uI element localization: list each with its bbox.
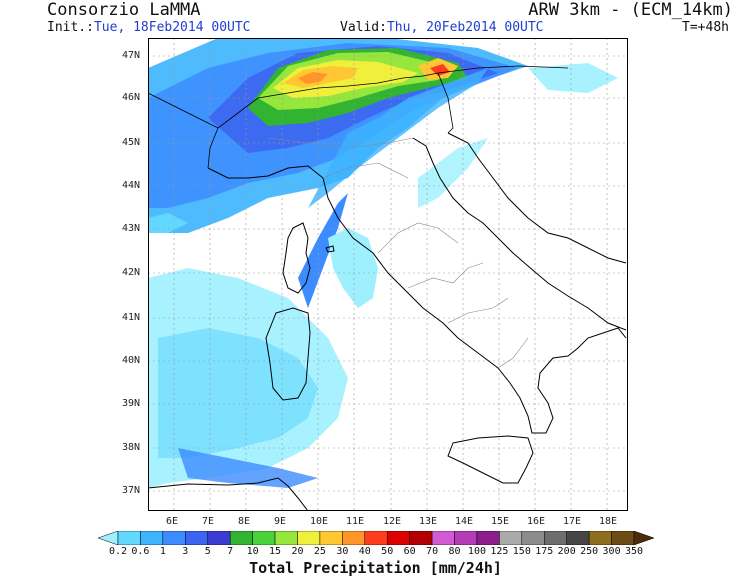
colorbar-swatch <box>319 531 343 545</box>
precipitation-field <box>148 38 618 488</box>
lat-tick-label: 47N <box>122 50 141 61</box>
lat-lon-grid <box>148 38 628 511</box>
lon-tick-label: 15E <box>491 516 510 527</box>
valid-label: Valid: <box>340 20 387 35</box>
lon-tick-label: 10E <box>310 516 329 527</box>
colorbar-level-label: 0.2 <box>108 546 128 557</box>
init-line: Init.:Tue, 18Feb2014 00UTC <box>47 21 251 34</box>
colorbar-level-label: 30 <box>336 546 349 557</box>
lon-tick-label: 17E <box>563 516 582 527</box>
colorbar-swatch <box>409 531 433 545</box>
colorbar-swatch <box>117 531 141 545</box>
lon-tick-label: 9E <box>274 516 287 527</box>
colorbar-level-label: 25 <box>313 546 326 557</box>
lon-tick-label: 12E <box>383 516 402 527</box>
coastlines <box>148 132 627 511</box>
colorbar-swatch <box>162 531 186 545</box>
colorbar-level-label: 80 <box>448 546 461 557</box>
colorbar-level-label: 175 <box>535 546 554 557</box>
model-title: ARW 3km - (ECM_14km) <box>528 0 733 20</box>
colorbar-swatch <box>431 531 455 545</box>
forecast-step: T=+48h <box>682 20 729 35</box>
lon-tick-label: 6E <box>166 516 179 527</box>
colorbar-level-label: 100 <box>467 546 486 557</box>
colorbar-level-label: 3 <box>182 546 189 557</box>
colorbar-swatch <box>274 531 298 545</box>
lon-tick-label: 7E <box>202 516 215 527</box>
colorbar-swatch <box>611 531 635 545</box>
map-frame <box>148 38 628 511</box>
source-title: Consorzio LaMMA <box>47 0 201 20</box>
colorbar <box>98 531 654 545</box>
colorbar-swatch <box>229 531 253 545</box>
colorbar-level-label: 1 <box>159 546 166 557</box>
colorbar-level-label: 350 <box>624 546 644 557</box>
colorbar-level-label: 60 <box>403 546 416 557</box>
colorbar-swatch <box>386 531 410 545</box>
lon-tick-label: 13E <box>419 516 438 527</box>
colorbar-level-label: 300 <box>602 546 621 557</box>
colorbar-level-label: 125 <box>490 546 509 557</box>
init-value: Tue, 18Feb2014 00UTC <box>93 20 251 35</box>
colorbar-level-label: 5 <box>204 546 211 557</box>
lon-tick-label: 18E <box>599 516 618 527</box>
colorbar-level-label: 15 <box>269 546 282 557</box>
colorbar-level-label: 10 <box>246 546 259 557</box>
colorbar-level-label: 150 <box>512 546 531 557</box>
lat-tick-label: 41N <box>122 312 141 323</box>
regional-boundaries <box>267 137 529 369</box>
colorbar-level-label: 200 <box>557 546 576 557</box>
lat-tick-label: 43N <box>122 223 141 234</box>
colorbar-swatch <box>499 531 523 545</box>
lat-tick-label: 39N <box>122 398 141 409</box>
colorbar-swatch <box>521 531 545 545</box>
colorbar-swatch <box>140 531 164 545</box>
lat-tick-label: 45N <box>122 137 141 148</box>
colorbar-swatch <box>364 531 388 545</box>
colorbar-swatch <box>476 531 500 545</box>
colorbar-swatch <box>185 531 208 545</box>
lat-tick-label: 37N <box>122 485 141 496</box>
colorbar-swatch <box>454 531 478 545</box>
colorbar-swatch <box>588 531 612 545</box>
colorbar-swatch <box>252 531 276 545</box>
colorbar-level-label: 0.6 <box>131 546 150 557</box>
colorbar-level-label: 40 <box>358 546 371 557</box>
colorbar-level-label: 50 <box>381 546 394 557</box>
colorbar-swatch <box>566 531 590 545</box>
precipitation-map <box>148 38 628 511</box>
political-borders <box>148 65 569 169</box>
colorbar-level-label: 250 <box>580 546 599 557</box>
colorbar-level-label: 70 <box>426 546 439 557</box>
lat-tick-label: 40N <box>122 355 141 366</box>
valid-value: Thu, 20Feb2014 00UTC <box>386 20 544 35</box>
lat-tick-label: 38N <box>122 442 141 453</box>
colorbar-swatch <box>297 531 321 545</box>
valid-line: Valid:Thu, 20Feb2014 00UTC <box>340 21 544 34</box>
colorbar-arrow-high <box>633 531 654 545</box>
init-label: Init.: <box>47 20 94 35</box>
lon-tick-label: 16E <box>527 516 546 527</box>
colorbar-swatch <box>342 531 366 545</box>
lon-tick-label: 11E <box>346 516 365 527</box>
colorbar-swatch <box>544 531 567 545</box>
lat-tick-label: 46N <box>122 92 141 103</box>
colorbar-title: Total Precipitation [mm/24h] <box>249 559 502 577</box>
colorbar-level-label: 7 <box>227 546 234 557</box>
lon-tick-label: 8E <box>238 516 251 527</box>
lat-tick-label: 44N <box>122 180 141 191</box>
lon-tick-label: 14E <box>455 516 474 527</box>
colorbar-arrow-low <box>98 531 119 545</box>
lat-tick-label: 42N <box>122 267 141 278</box>
colorbar-level-label: 20 <box>291 546 304 557</box>
colorbar-swatch <box>207 531 231 545</box>
